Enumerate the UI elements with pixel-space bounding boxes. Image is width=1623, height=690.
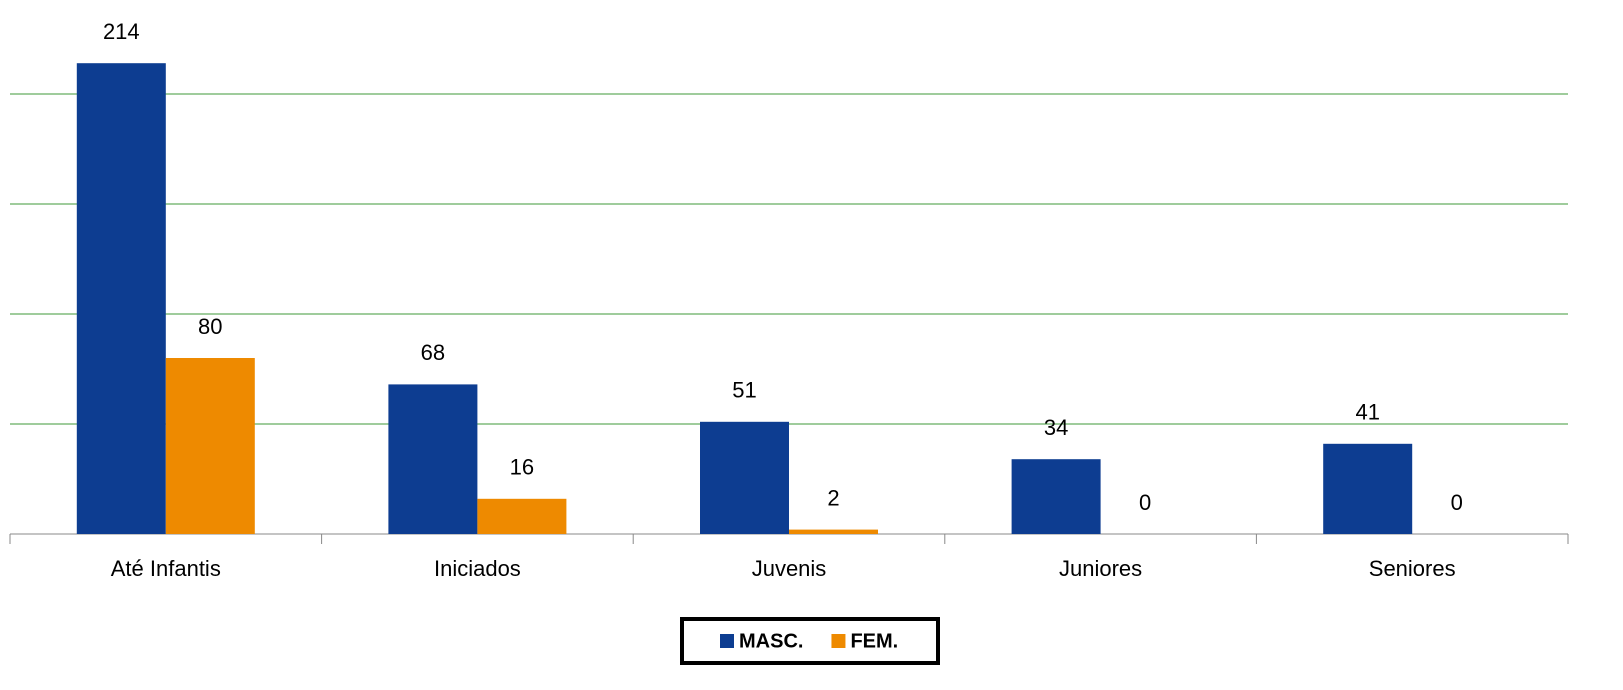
bar: [477, 498, 567, 534]
x-tick-label: Iniciados: [434, 556, 521, 581]
bar: [165, 358, 255, 534]
x-tick-label: Juniores: [1059, 556, 1142, 581]
value-label: 0: [1451, 490, 1463, 515]
value-label: 68: [421, 340, 445, 365]
bar: [388, 384, 478, 534]
bar: [700, 421, 789, 534]
x-tick-label: Até Infantis: [111, 556, 221, 581]
bar: [789, 529, 878, 534]
bar: [1323, 443, 1413, 534]
bar: [76, 63, 166, 534]
legend-label: FEM.: [850, 630, 898, 652]
value-label: 41: [1355, 400, 1379, 425]
value-label: 80: [198, 314, 222, 339]
legend-label: MASC.: [739, 630, 803, 652]
value-label: 0: [1139, 490, 1151, 515]
value-label: 2: [827, 485, 839, 510]
x-tick-label: Seniores: [1369, 556, 1456, 581]
value-label: 34: [1044, 415, 1068, 440]
legend-swatch: [720, 634, 734, 648]
x-tick-label: Juvenis: [752, 556, 827, 581]
value-label: 214: [103, 19, 140, 44]
legend-swatch: [831, 634, 846, 648]
value-label: 51: [732, 378, 756, 403]
bar: [1011, 459, 1101, 534]
value-label: 16: [510, 455, 534, 480]
